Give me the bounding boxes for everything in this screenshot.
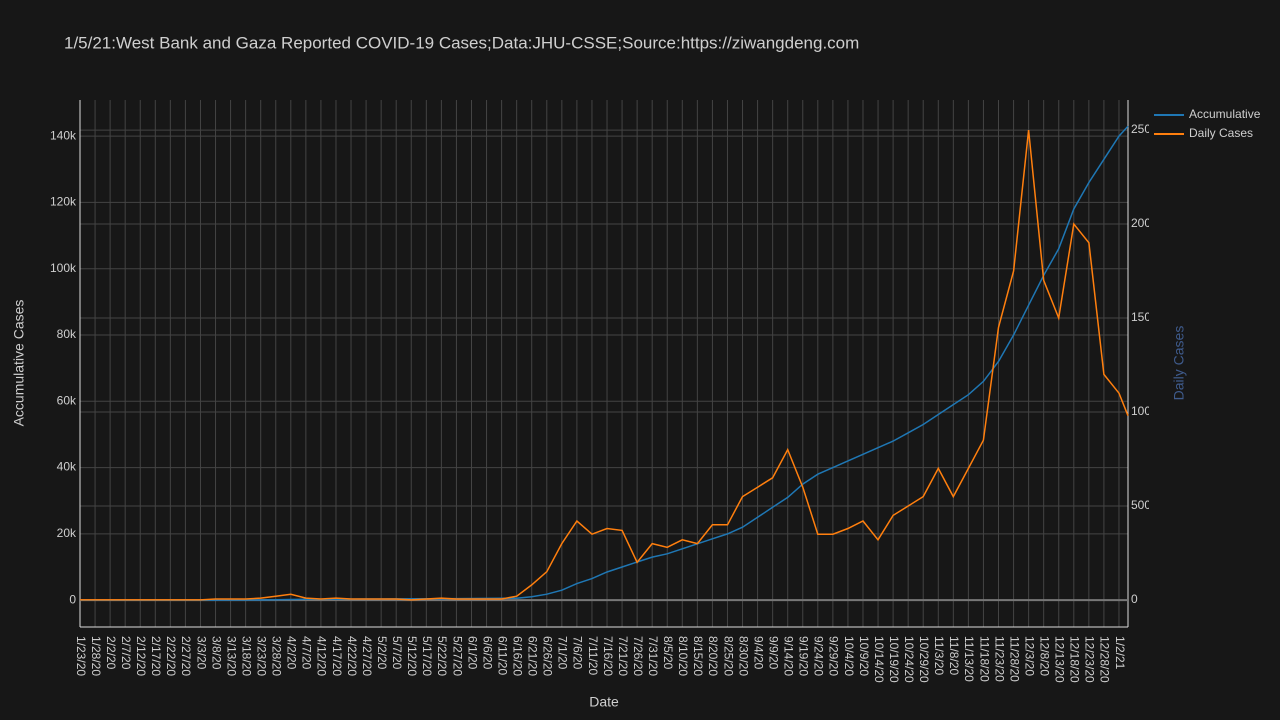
x-tick-label: 5/17/20 (420, 636, 434, 676)
x-tick-label: 11/23/20 (992, 636, 1006, 682)
x-tick-label: 4/12/20 (315, 636, 329, 676)
x-tick-label: 2/2/20 (104, 636, 118, 670)
y-tick-label: 0 (69, 592, 76, 606)
x-tick-label: 6/6/20 (480, 636, 494, 670)
x-tick-label: 4/27/20 (360, 636, 374, 676)
x-tick-label: 11/3/20 (932, 636, 946, 675)
y-tick-label: 20k (57, 526, 77, 540)
x-tick-label: 8/5/20 (661, 636, 675, 670)
x-tick-label: 12/13/20 (1053, 636, 1067, 683)
grid (79, 100, 1128, 627)
x-tick-label: 11/13/20 (962, 636, 976, 682)
x-tick-label: 5/2/20 (375, 636, 389, 670)
x-tick-label: 7/26/20 (631, 636, 645, 676)
x-tick-label: 9/19/20 (797, 636, 811, 676)
x-tick-label: 2/27/20 (179, 636, 193, 676)
y2-axis-title: Daily Cases (1171, 326, 1187, 401)
x-tick-label: 8/30/20 (736, 636, 750, 676)
x-tick-label: 7/11/20 (586, 636, 600, 675)
chart-title: 1/5/21:West Bank and Gaza Reported COVID… (64, 33, 859, 52)
y2-tick-label: 500 (1131, 498, 1151, 512)
x-tick-label: 6/16/20 (510, 636, 524, 676)
series-line (80, 125, 1129, 601)
x-tick-label: 3/23/20 (255, 636, 269, 676)
series-line (80, 130, 1129, 601)
x-tick-label: 6/21/20 (526, 636, 540, 676)
x-tick-label: 10/9/20 (857, 636, 871, 676)
x-tick-label: 9/24/20 (812, 636, 826, 676)
y2-tick-label: 2000 (1131, 216, 1158, 230)
x-tick-label: 10/29/20 (917, 636, 931, 683)
y2-ticks: 0 500 1000 1500 2000 2500 (1131, 122, 1158, 606)
x-tick-label: 8/15/20 (691, 636, 705, 676)
x-tick-label: 3/28/20 (270, 636, 284, 676)
y-tick-label: 40k (57, 460, 77, 474)
x-tick-label: 6/26/20 (541, 636, 555, 676)
x-tick-label: 10/4/20 (842, 636, 856, 676)
x-tick-label: 8/10/20 (676, 636, 690, 676)
x-tick-label: 2/17/20 (149, 636, 163, 676)
x-tick-label: 7/31/20 (646, 636, 660, 676)
x-tick-label: 7/6/20 (571, 636, 585, 670)
x-tick-label: 9/29/20 (827, 636, 841, 676)
x-tick-label: 5/22/20 (435, 636, 449, 676)
x-tick-label: 1/2/21 (1113, 636, 1127, 670)
x-tick-label: 4/17/20 (330, 636, 344, 676)
legend-label: Daily Cases (1189, 126, 1253, 140)
x-tick-label: 1/23/20 (74, 636, 88, 676)
x-tick-label: 9/9/20 (766, 636, 780, 670)
x-tick-label: 3/3/20 (194, 636, 208, 670)
x-tick-label: 12/23/20 (1083, 636, 1097, 683)
x-tick-label: 7/21/20 (616, 636, 630, 676)
x-tick-label: 12/18/20 (1068, 636, 1082, 683)
y-tick-label: 140k (50, 128, 77, 142)
x-tick-label: 11/28/20 (1007, 636, 1021, 682)
x-tick-label: 10/24/20 (902, 636, 916, 683)
x-tick-label: 5/12/20 (405, 636, 419, 676)
x-tick-label: 10/14/20 (872, 636, 886, 683)
x-tick-label: 12/3/20 (1022, 636, 1036, 676)
x-tick-label: 3/18/20 (239, 636, 253, 676)
legend-label: Accumulative (1189, 107, 1261, 121)
x-tick-label: 4/2/20 (285, 636, 299, 670)
x-tick-label: 8/20/20 (706, 636, 720, 676)
y-tick-label: 100k (50, 261, 77, 275)
y-tick-label: 80k (57, 327, 77, 341)
x-tick-label: 12/28/20 (1098, 636, 1112, 683)
x-tick-label: 7/1/20 (556, 636, 570, 670)
x-tick-label: 3/13/20 (224, 636, 238, 676)
x-tick-label: 4/7/20 (300, 636, 314, 670)
y2-tick-label: 1500 (1131, 310, 1158, 324)
x-tick-label: 5/7/20 (390, 636, 404, 670)
x-tick-label: 3/8/20 (209, 636, 223, 670)
y-tick-label: 120k (50, 195, 77, 209)
x-tick-label: 2/7/20 (119, 636, 133, 670)
x-tick-label: 4/22/20 (345, 636, 359, 676)
x-tick-label: 2/22/20 (164, 636, 178, 676)
x-tick-label: 6/1/20 (465, 636, 479, 670)
x-tick-label: 2/12/20 (134, 636, 148, 676)
y-axis-title: Accumulative Cases (11, 300, 27, 427)
x-axis-title: Date (589, 694, 619, 710)
x-tick-label: 9/4/20 (751, 636, 765, 670)
x-tick-label: 5/27/20 (450, 636, 464, 676)
x-tick-label: 6/11/20 (495, 636, 509, 675)
x-tick-label: 11/8/20 (947, 636, 961, 675)
x-tick-label: 10/19/20 (887, 636, 901, 683)
y2-tick-label: 0 (1131, 592, 1138, 606)
x-tick-label: 12/8/20 (1038, 636, 1052, 676)
y2-tick-label: 2500 (1131, 122, 1158, 136)
x-tick-label: 8/25/20 (721, 636, 735, 676)
x-tick-label: 11/18/20 (977, 636, 991, 682)
x-tick-label: 1/28/20 (89, 636, 103, 676)
y-tick-label: 60k (57, 393, 77, 407)
x-tick-label: 7/16/20 (601, 636, 615, 676)
x-tick-label: 9/14/20 (782, 636, 796, 676)
y2-tick-label: 1000 (1131, 404, 1158, 418)
